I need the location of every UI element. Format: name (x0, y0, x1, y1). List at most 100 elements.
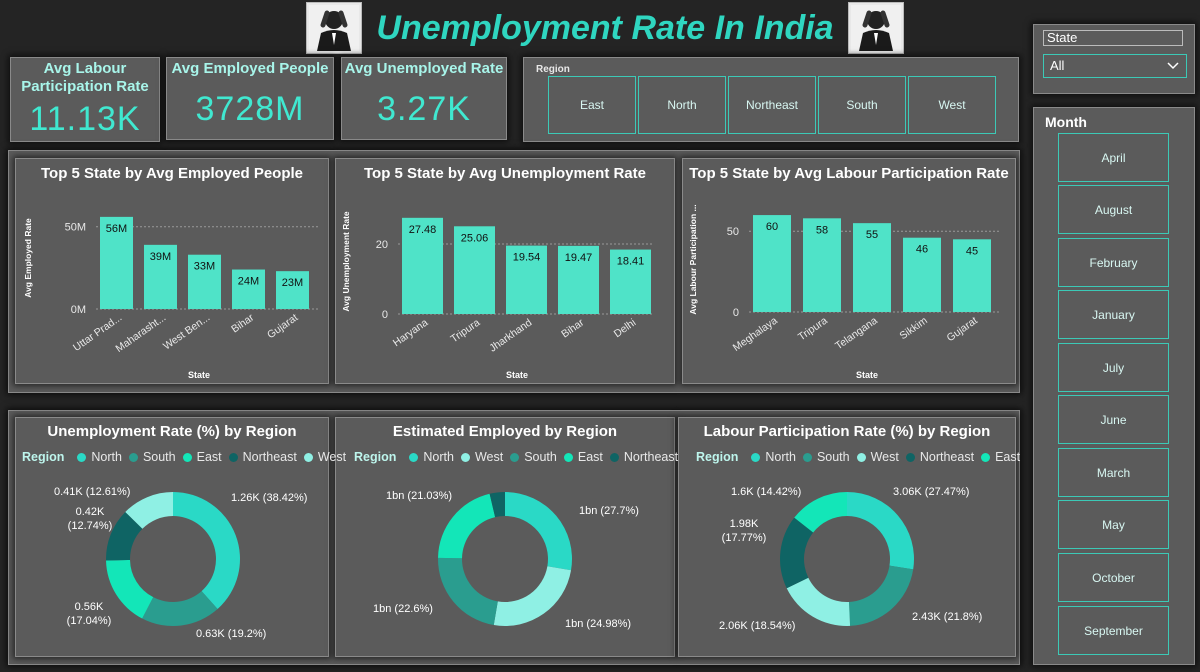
legend-item[interactable]: West (870, 450, 899, 464)
legend-swatch (609, 452, 619, 462)
legend-swatch (409, 452, 419, 462)
donut-slice[interactable] (493, 566, 572, 626)
legend-swatch (981, 452, 991, 462)
legend-swatch (905, 452, 915, 462)
legend-item[interactable]: East (577, 450, 603, 464)
bar[interactable] (276, 271, 309, 309)
donut-slice[interactable] (106, 511, 143, 561)
month-option-august[interactable]: August (1058, 185, 1169, 234)
donut-slice[interactable] (438, 557, 498, 626)
month-option-may[interactable]: May (1058, 500, 1169, 549)
data-label: 0.56K (17.04%) (66, 601, 112, 627)
category-label: Delhi (612, 317, 638, 341)
legend-item[interactable]: North (423, 450, 454, 464)
kpi-value: 3.27K (377, 90, 471, 128)
category-label: Sikkim (898, 314, 930, 342)
bar[interactable] (610, 249, 651, 314)
legend-item[interactable]: East (196, 450, 222, 464)
data-label: 2.43K (21.8%) (912, 611, 983, 623)
category-label: Gujarat (265, 312, 300, 342)
kpi-value: 3728M (195, 90, 305, 128)
bar[interactable] (853, 223, 891, 312)
region-option-east[interactable]: East (548, 76, 636, 134)
chart-title: Unemployment Rate (%) by Region (47, 423, 297, 440)
month-option-september[interactable]: September (1058, 606, 1169, 655)
legend-item[interactable]: South (524, 450, 557, 464)
bar-data-label: 23M (282, 277, 303, 289)
donut-slice[interactable] (848, 565, 914, 626)
kpi-card-labour-participation: Avg Labour Participation Rate 11.13K (10, 57, 160, 142)
legend-item[interactable]: Northeast (919, 450, 975, 464)
bar[interactable] (100, 216, 133, 309)
bar[interactable] (903, 237, 941, 312)
bar[interactable] (558, 245, 599, 314)
bar[interactable] (454, 226, 495, 314)
bar-data-label: 19.54 (513, 252, 541, 264)
state-dropdown[interactable]: All (1043, 54, 1187, 78)
donut-slice[interactable] (489, 492, 505, 518)
donut-svg (106, 492, 240, 626)
donut-slice[interactable] (173, 492, 240, 610)
donut-slice[interactable] (780, 517, 814, 589)
donut-slice[interactable] (786, 577, 851, 626)
bar-chart-employed-people: Top 5 State by Avg Employed People 0M 50M… (15, 158, 329, 384)
bar-data-label: 33M (194, 261, 215, 273)
legend-swatch (128, 452, 138, 462)
legend-item[interactable]: North (91, 450, 122, 464)
region-option-south[interactable]: South (818, 76, 906, 134)
month-option-march[interactable]: March (1058, 448, 1169, 497)
donut-slice[interactable] (505, 492, 572, 571)
category-label: Bihar (559, 316, 586, 340)
donut-slice[interactable] (794, 492, 847, 533)
bar[interactable] (753, 215, 791, 312)
legend-swatch (303, 452, 313, 462)
kpi-label: Avg Unemployed Rate (344, 60, 504, 77)
legend-item[interactable]: West (317, 450, 347, 464)
month-option-february[interactable]: February (1058, 238, 1169, 287)
category-label: Meghalaya (731, 315, 780, 354)
legend-item[interactable]: Northeast (623, 450, 679, 464)
region-option-northeast[interactable]: Northeast (728, 76, 816, 134)
donut-slice[interactable] (847, 492, 914, 570)
legend-swatch (563, 452, 573, 462)
bar-data-label: 27.48 (409, 224, 437, 236)
donut-slice[interactable] (438, 493, 496, 559)
month-option-april[interactable]: April (1058, 133, 1169, 182)
kpi-label: Avg Labour Participation Rate (21, 60, 149, 95)
bar-data-label: 60 (766, 221, 778, 233)
month-option-july[interactable]: July (1058, 343, 1169, 392)
tick-label: 0 (382, 309, 388, 321)
donut-slice[interactable] (125, 492, 173, 529)
region-option-west[interactable]: West (908, 76, 996, 134)
month-option-january[interactable]: January (1058, 290, 1169, 339)
bar-chart-labour-participation: Top 5 State by Avg Labour Participation … (682, 158, 1016, 384)
donut-slice[interactable] (106, 559, 154, 619)
bar[interactable] (144, 244, 177, 309)
y-axis-label: Avg Employed Rate (23, 218, 33, 298)
legend-item[interactable]: South (142, 450, 176, 464)
legend-title: Region (696, 450, 739, 464)
legend-item[interactable]: North (765, 450, 796, 464)
legend-item[interactable]: Northeast (242, 450, 297, 464)
data-label: 1bn (27.7%) (579, 505, 639, 517)
bar[interactable] (232, 269, 265, 309)
data-label: 1bn (22.6%) (373, 603, 433, 615)
legend-swatch (77, 452, 87, 462)
month-option-june[interactable]: June (1058, 395, 1169, 444)
legend-item[interactable]: East (995, 450, 1021, 464)
bar[interactable] (506, 245, 547, 314)
bar[interactable] (188, 254, 221, 309)
data-label: 2.06K (18.54%) (719, 620, 796, 632)
legend-item[interactable]: West (474, 450, 504, 464)
bar[interactable] (402, 217, 443, 314)
chart-title: Labour Participation Rate (%) by Region (703, 423, 991, 440)
bar[interactable] (953, 239, 991, 312)
data-label: 1.26K (38.42%) (231, 492, 308, 504)
legend-item[interactable]: South (816, 450, 850, 464)
month-option-october[interactable]: October (1058, 553, 1169, 602)
data-label: 0.41K (12.61%) (54, 486, 131, 498)
category-label: West Ben... (161, 312, 212, 353)
donut-slice[interactable] (142, 591, 218, 626)
region-option-north[interactable]: North (638, 76, 726, 134)
bar[interactable] (803, 218, 841, 312)
